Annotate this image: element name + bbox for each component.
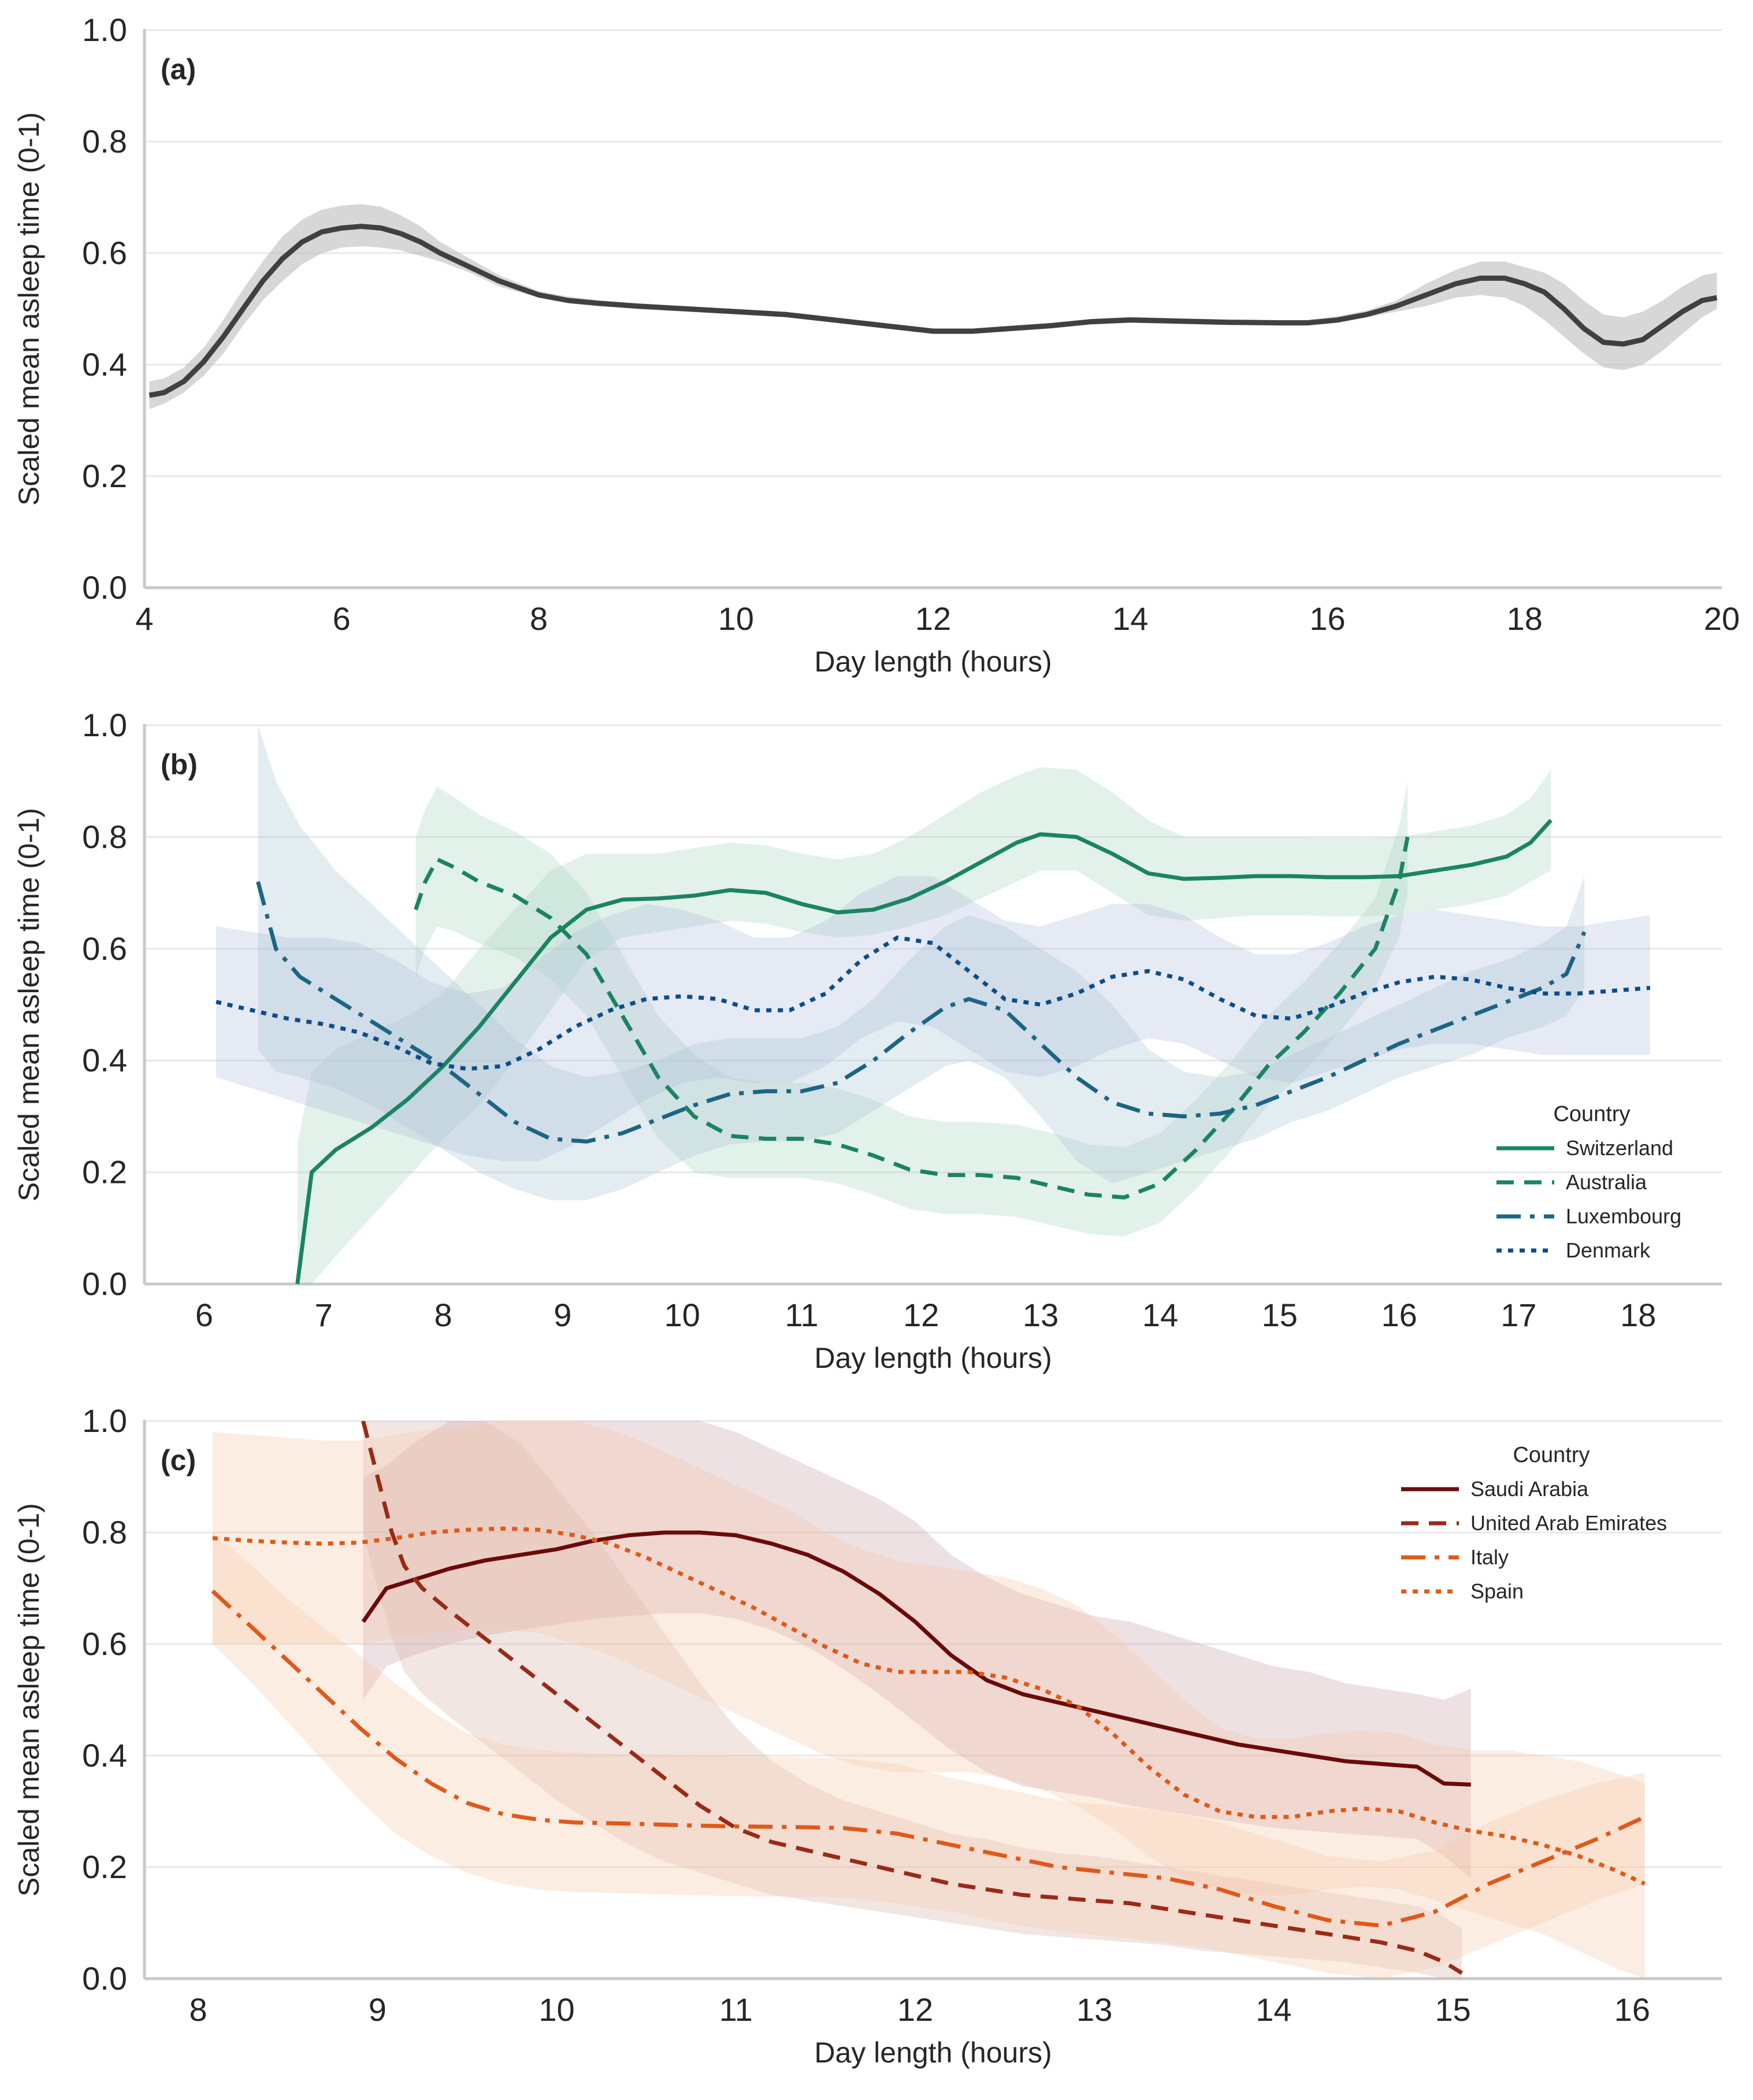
x-tick-label: 20 [1704,600,1740,637]
legend-label: Italy [1470,1545,1509,1569]
series-line [256,881,1587,1144]
y-tick-label: 0.2 [82,1154,127,1190]
x-tick-label: 9 [554,1297,571,1333]
x-tick-label: 18 [1507,600,1543,637]
confidence-band [363,1421,1462,1979]
y-tick-label: 0.0 [82,1266,127,1302]
panel-b: 0.0 0.2 0.4 0.6 0.8 1.0 6 7 8 9 10 11 12 13 14 15 16 17 18… [13,707,1722,1374]
confidence-band [216,876,1650,1162]
x-tick-label: 15 [1435,1991,1471,2028]
confidence-band [149,204,1717,410]
legend-label: Spain [1470,1579,1524,1603]
series-line [414,836,1410,1200]
y-tick-label: 1.0 [82,1403,127,1439]
legend-label: Denmark [1566,1238,1651,1262]
x-tick-label: 16 [1381,1297,1417,1333]
x-tick-label: 13 [1023,1297,1059,1333]
x-tick-label: 8 [530,600,548,637]
y-tick-label: 0.8 [82,123,127,159]
y-tick-label: 1.0 [82,12,127,48]
legend-label: Switzerland [1566,1136,1673,1160]
legend-title: Country [1553,1102,1630,1126]
x-tick-label: 11 [719,1991,753,2028]
series-line [211,1589,1646,1928]
x-tick-label: 8 [434,1297,452,1333]
y-tick-label: 0.2 [82,458,127,494]
legend-label: Luxembourg [1566,1204,1681,1228]
y-tick-label: 0.0 [82,1960,127,1997]
x-tick-label: 9 [369,1991,387,2028]
series-line [148,224,1718,398]
plot-area [148,204,1718,410]
x-tick-label: 14 [1112,600,1148,637]
plot-area [211,1421,1646,1979]
panel-label: (c) [161,1444,196,1476]
x-tick-label: 10 [664,1297,700,1333]
y-tick-label: 0.4 [82,1737,127,1774]
legend-label: Australia [1566,1170,1647,1194]
series-line [361,1421,1464,1975]
confidence-band [297,767,1551,1284]
x-tick-label: 14 [1256,1991,1291,2028]
confidence-band [415,781,1408,1237]
x-axis-title: Day length (hours) [814,1342,1052,1374]
y-tick-label: 0.6 [82,930,127,967]
y-tick-label: 0.4 [82,1042,127,1078]
x-tick-label: 13 [1076,1991,1112,2028]
y-axis-title: Scaled mean asleep time (0-1) [13,112,45,506]
panel-label: (a) [161,53,196,86]
confidence-band [212,1421,1645,1979]
y-tick-label: 0.8 [82,818,127,855]
legend-title: Country [1513,1443,1589,1467]
y-axis-title: Scaled mean asleep time (0-1) [13,808,45,1201]
x-tick-label: 14 [1142,1297,1178,1333]
y-tick-label: 0.0 [82,569,127,606]
x-tick-label: 11 [785,1297,818,1333]
series-line [216,936,1651,1071]
x-tick-label: 6 [195,1297,213,1333]
y-tick-label: 0.6 [82,235,127,271]
confidence-band [212,1533,1645,1979]
y-tick-label: 1.0 [82,707,127,743]
y-tick-label: 0.2 [82,1849,127,1885]
x-tick-label: 12 [897,1991,933,2028]
legend: Country Saudi Arabia United Arab Emirates I… [1401,1443,1667,1603]
plot-area [216,725,1651,1284]
x-tick-label: 18 [1620,1297,1656,1333]
x-axis-title: Day length (hours) [814,645,1052,678]
y-tick-label: 0.8 [82,1514,127,1550]
confidence-band [258,725,1585,1200]
x-tick-label: 16 [1309,600,1345,637]
legend-label: Saudi Arabia [1470,1477,1589,1501]
x-tick-label: 6 [333,600,351,637]
series-line [361,1530,1471,1787]
y-axis-title: Scaled mean asleep time (0-1) [13,1503,45,1897]
y-tick-label: 0.6 [82,1626,127,1662]
panel-a: 0.0 0.2 0.4 0.6 0.8 1.0 4 6 8 10 12 14 16 18 20 Day len… [13,12,1740,678]
y-tick-label: 0.4 [82,346,127,383]
x-tick-label: 10 [718,600,754,637]
series-line [212,1526,1646,1886]
x-tick-label: 15 [1262,1297,1298,1333]
x-tick-label: 16 [1614,1991,1650,2028]
x-tick-label: 8 [189,1991,207,2028]
x-tick-label: 12 [915,600,951,637]
series-line [295,819,1553,1284]
legend-label: United Arab Emirates [1470,1511,1667,1535]
x-tick-label: 17 [1501,1297,1536,1333]
legend: Country Switzerland Australia Luxembourg Den… [1496,1102,1681,1262]
x-tick-label: 4 [135,600,153,637]
x-tick-label: 7 [315,1297,333,1333]
x-axis-title: Day length (hours) [814,2036,1052,2069]
x-tick-label: 10 [538,1991,574,2028]
x-tick-label: 12 [903,1297,939,1333]
panel-c: 0.0 0.2 0.4 0.6 0.8 1.0 8 9 10 11 12 13 14 15 16 Day le… [13,1403,1722,2069]
panel-label: (b) [161,748,198,781]
